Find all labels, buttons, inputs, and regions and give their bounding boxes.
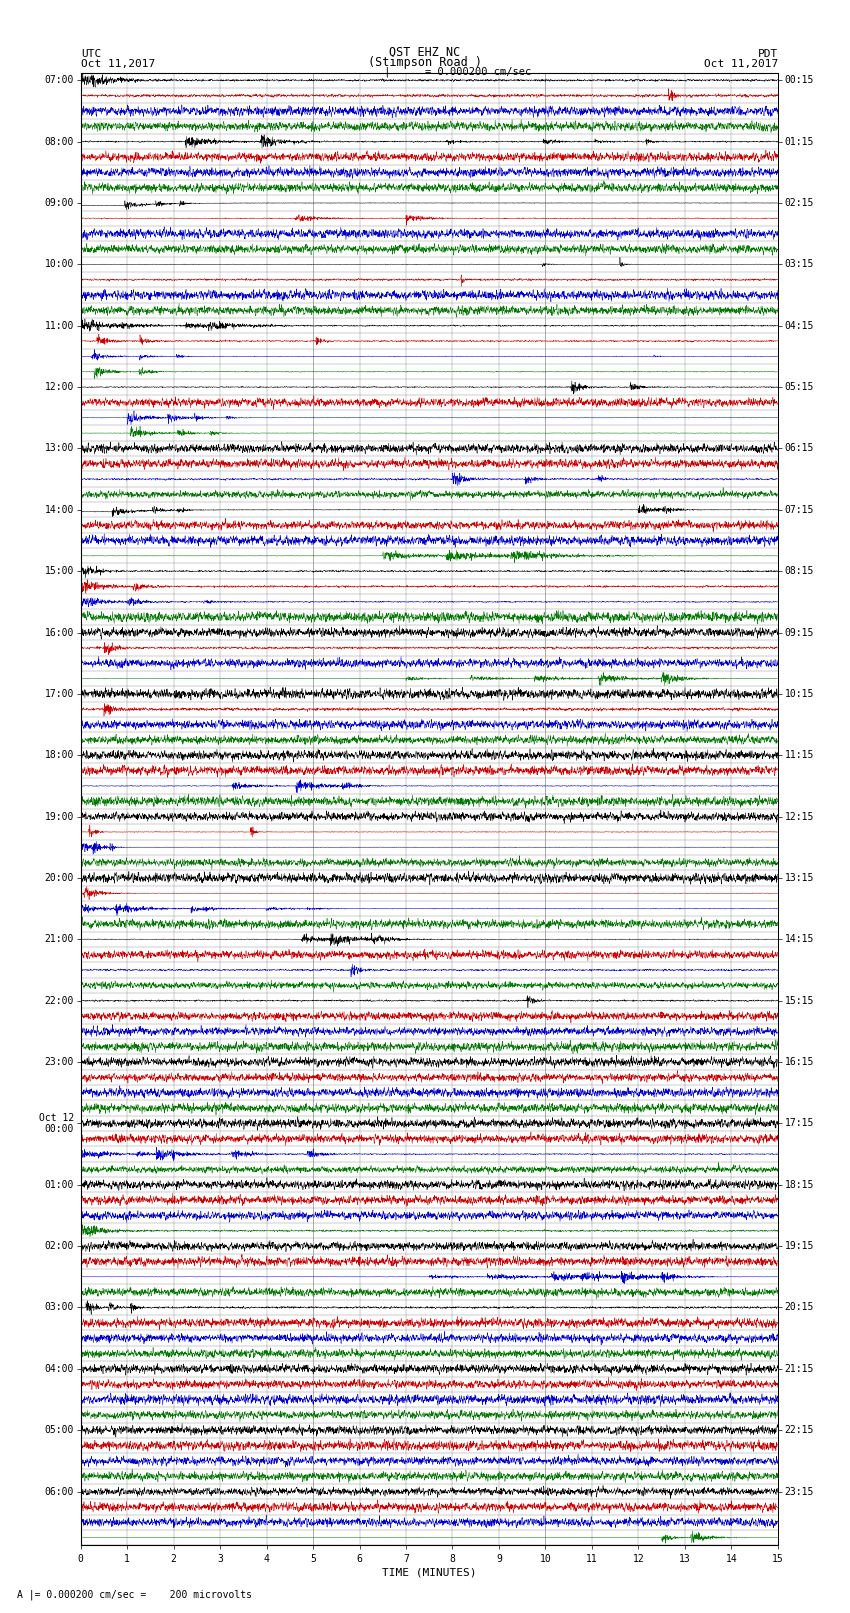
- Text: (Stimpson Road ): (Stimpson Road ): [368, 55, 482, 69]
- X-axis label: TIME (MINUTES): TIME (MINUTES): [382, 1568, 477, 1578]
- Text: Oct 11,2017: Oct 11,2017: [81, 58, 155, 69]
- Text: PDT: PDT: [757, 48, 778, 58]
- Text: A |= 0.000200 cm/sec =    200 microvolts: A |= 0.000200 cm/sec = 200 microvolts: [17, 1589, 252, 1600]
- Text: OST EHZ NC: OST EHZ NC: [389, 45, 461, 58]
- Text: UTC: UTC: [81, 48, 101, 58]
- Text: = 0.000200 cm/sec: = 0.000200 cm/sec: [425, 66, 531, 77]
- Text: Oct 11,2017: Oct 11,2017: [704, 58, 778, 69]
- Text: |: |: [383, 66, 390, 77]
